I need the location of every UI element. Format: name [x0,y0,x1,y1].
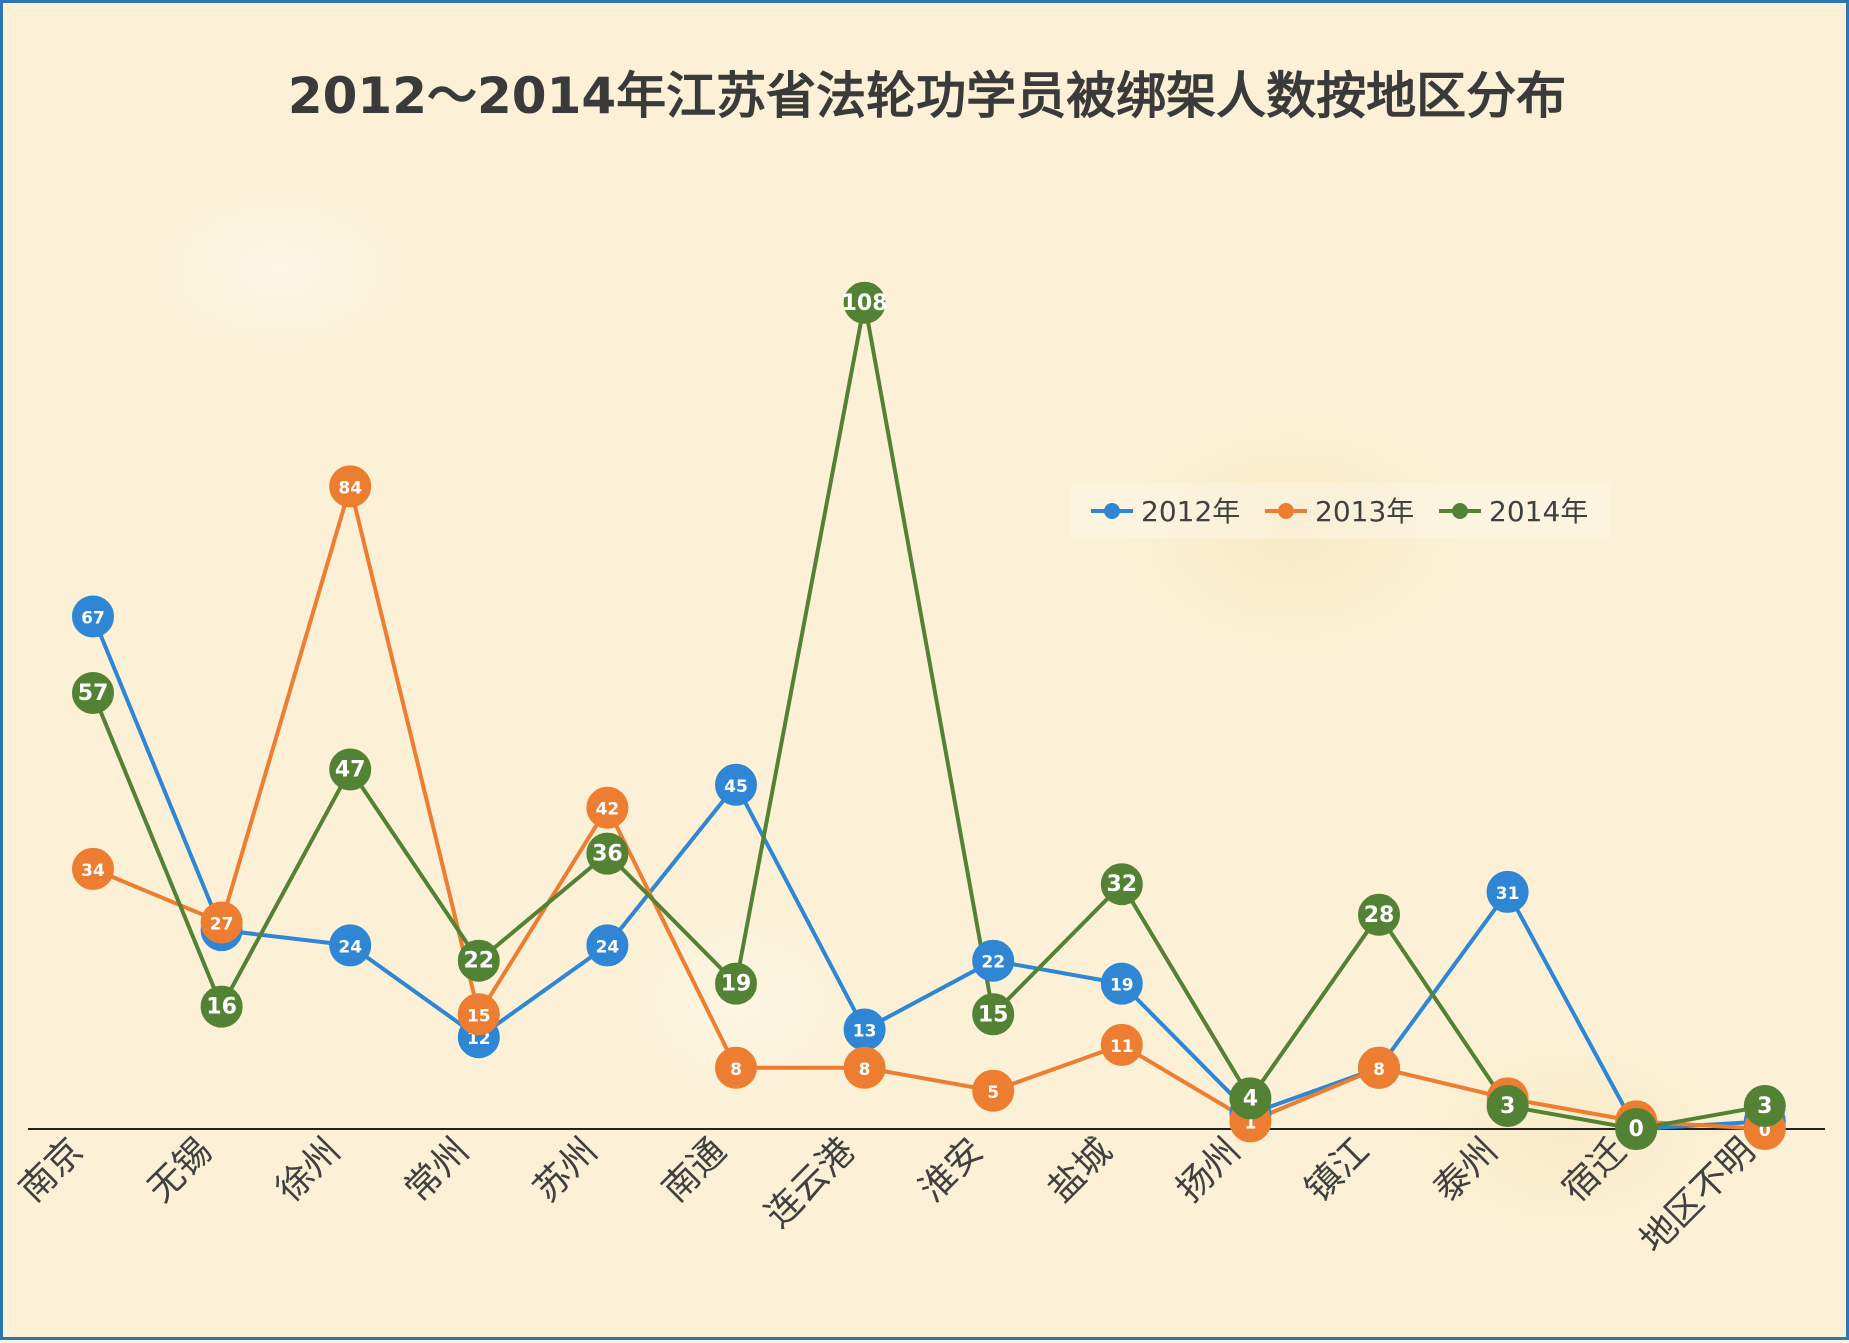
category-label-9: 扬州 [1169,1130,1249,1210]
data-point-s2-2[interactable] [329,748,372,791]
data-label-s1-10: 8 [1373,1060,1385,1080]
legend: 2012年 2013年 2014年 [1071,483,1611,539]
category-label-2: 徐州 [269,1130,349,1210]
data-label-s1-7: 5 [987,1083,999,1103]
data-point-s2-4[interactable] [586,832,629,875]
data-point-s2-5[interactable] [715,962,757,1005]
legend-marker-2 [1452,503,1468,519]
data-point-s2-12[interactable] [1615,1108,1658,1150]
category-label-5: 南通 [654,1130,734,1210]
data-point-s2-0[interactable] [72,671,114,714]
data-label-s2-12: 0 [1629,1117,1644,1142]
data-point-s0-2[interactable] [329,924,372,967]
data-label-s2-9: 4 [1243,1086,1258,1111]
data-point-s0-4[interactable] [586,924,629,967]
data-point-s2-7[interactable] [972,993,1015,1036]
data-label-s2-5: 19 [721,972,752,997]
data-label-s2-10: 28 [1364,903,1395,928]
legend-marker-1 [1278,503,1294,519]
legend-background [1071,483,1611,539]
data-label-s0-11: 31 [1496,884,1520,904]
chart-title: 2012～2014年江苏省法轮功学员被绑架人数按地区分布 [288,67,1566,125]
data-point-s1-3[interactable] [457,993,500,1036]
line-chart: 2012～2014年江苏省法轮功学员被绑架人数按地区分布 67262412244… [11,67,1825,1261]
legend-label-0: 2012年 [1141,495,1240,528]
series-line-1 [92,484,1765,1131]
data-label-s0-6: 13 [853,1022,877,1042]
data-label-s1-0: 34 [81,861,105,881]
category-label-1: 无锡 [140,1130,220,1210]
data-point-s2-9[interactable] [1229,1077,1272,1120]
series-line-2 [91,300,1766,1131]
data-label-s2-0: 57 [78,681,109,706]
data-point-s1-2[interactable] [329,465,372,508]
data-label-s1-6: 8 [859,1060,871,1080]
data-label-s1-2: 84 [338,478,362,498]
category-label-4: 苏州 [526,1130,606,1210]
data-label-s2-4: 36 [592,842,623,867]
category-label-0: 南京 [11,1130,91,1210]
data-point-s2-1[interactable] [200,985,243,1028]
data-label-s0-0: 67 [81,608,105,628]
data-label-s2-11: 3 [1500,1094,1515,1119]
data-point-s2-11[interactable] [1486,1085,1529,1128]
data-label-s1-9: 1 [1244,1113,1256,1133]
data-point-s2-3[interactable] [457,939,500,982]
data-label-s2-6: 108 [842,291,888,316]
data-point-s0-0[interactable] [72,595,114,638]
data-point-s2-10[interactable] [1358,893,1400,936]
category-label-8: 盐城 [1040,1130,1120,1210]
data-label-s1-5: 8 [730,1060,742,1080]
legend-marker-0 [1104,503,1120,519]
data-point-s2-8[interactable] [1100,863,1143,906]
data-label-s2-3: 22 [463,949,494,974]
category-label-11: 泰州 [1426,1130,1506,1210]
data-label-s2-8: 32 [1106,872,1137,897]
category-label-3: 常州 [397,1130,477,1210]
data-label-s1-8: 11 [1110,1037,1134,1057]
data-point-s2-6[interactable] [843,281,886,324]
data-point-s2-13[interactable] [1743,1085,1786,1128]
data-label-s2-2: 47 [335,757,366,782]
data-point-s1-7[interactable] [972,1069,1015,1112]
data-point-s1-6[interactable] [843,1046,886,1089]
data-point-s0-8[interactable] [1100,962,1143,1005]
category-label-13: 地区不明 [1632,1130,1763,1261]
data-label-s2-13: 3 [1757,1094,1772,1119]
data-point-s1-8[interactable] [1100,1023,1143,1066]
legend-label-1: 2013年 [1315,495,1414,528]
data-label-s1-4: 42 [596,800,620,820]
category-label-10: 镇江 [1297,1130,1377,1210]
data-point-s1-10[interactable] [1358,1046,1400,1089]
legend-label-2: 2014年 [1489,495,1588,528]
data-label-s0-8: 19 [1110,976,1134,996]
data-point-s1-1[interactable] [200,901,243,944]
data-label-s0-4: 24 [596,937,620,957]
data-label-s1-1: 27 [210,914,234,934]
data-label-s2-7: 15 [978,1002,1009,1027]
data-label-s0-7: 22 [981,953,1005,973]
data-label-s1-3: 15 [467,1006,491,1026]
data-point-s1-5[interactable] [715,1046,757,1089]
data-label-s2-1: 16 [206,995,237,1020]
data-point-s1-4[interactable] [586,786,629,829]
data-point-s1-0[interactable] [72,847,114,890]
series-line-0 [91,615,1765,1131]
data-point-s0-7[interactable] [972,939,1015,982]
data-label-s0-2: 24 [338,937,362,957]
data-label-s0-5: 45 [724,777,748,797]
data-point-s0-5[interactable] [715,763,757,806]
data-point-s0-11[interactable] [1486,870,1529,913]
category-label-6: 连云港 [758,1130,863,1235]
category-label-7: 淮安 [912,1130,992,1210]
